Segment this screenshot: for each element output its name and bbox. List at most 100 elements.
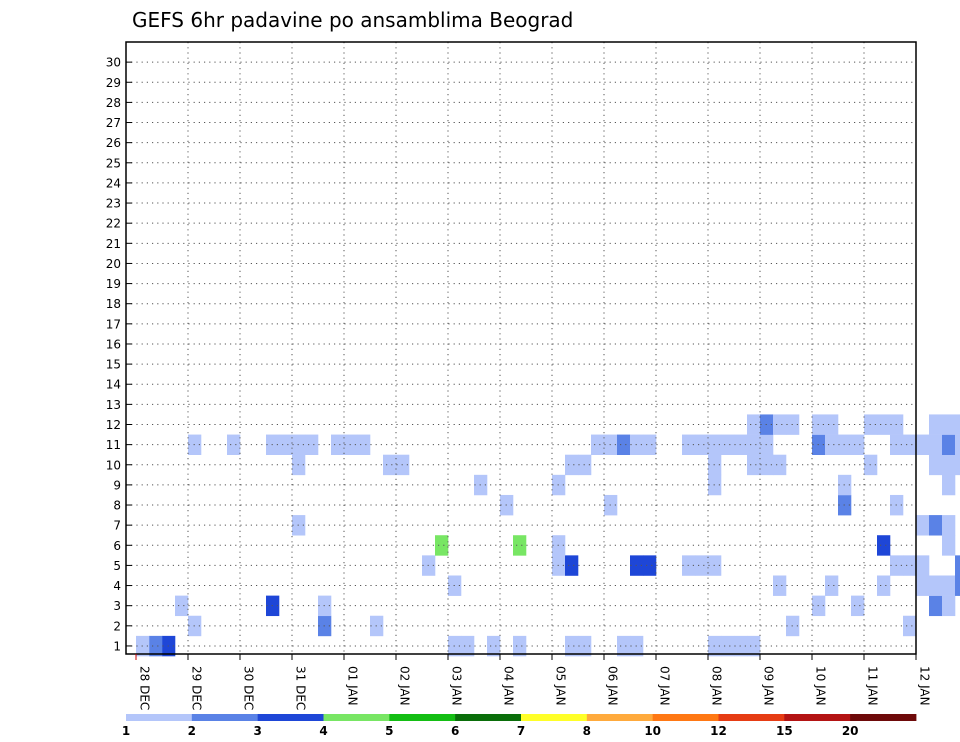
y-axis: 1234567891011121314151617181920212223242… <box>106 56 132 653</box>
heatmap-cell <box>825 575 839 596</box>
heatmap-cell <box>942 454 956 476</box>
heatmap-cell <box>643 434 657 455</box>
heatmap-cell <box>929 575 943 596</box>
legend-swatch <box>323 714 390 721</box>
y-tick-label: 19 <box>106 277 121 291</box>
legend-label: 2 <box>188 724 196 738</box>
y-tick-label: 25 <box>106 156 121 170</box>
x-tick-label: 12 JAN <box>918 666 932 706</box>
heatmap-cell <box>955 434 960 455</box>
heatmap-cell <box>565 555 579 576</box>
heatmap-cell <box>149 635 163 657</box>
heatmap-cell <box>747 434 761 455</box>
y-tick-label: 7 <box>113 519 121 533</box>
heatmap-cell <box>916 575 930 596</box>
x-tick-label: 30 DEC <box>242 666 256 710</box>
heatmap-cell <box>903 555 917 576</box>
heatmap-cell <box>305 434 319 455</box>
y-tick-label: 14 <box>106 378 121 392</box>
y-tick-label: 18 <box>106 297 121 311</box>
heatmap-cell <box>617 434 631 455</box>
heatmap-cell <box>435 535 449 556</box>
legend: 1 2 3 4 5 6 7 8 10 12 15 20 <box>122 714 917 738</box>
heatmap-cell <box>929 595 943 617</box>
heatmap-cell <box>513 635 527 657</box>
y-tick-label: 3 <box>113 599 121 613</box>
heatmap-cell <box>461 635 475 657</box>
legend-swatch <box>126 714 193 721</box>
plot-frame <box>125 41 917 655</box>
legend-label: 1 <box>122 724 130 738</box>
x-tick-label: 29 DEC <box>190 666 204 710</box>
legend-label: 6 <box>451 724 459 738</box>
heatmap-cell <box>383 454 397 476</box>
y-tick-label: 8 <box>113 499 121 513</box>
heatmap-cell <box>942 535 956 556</box>
y-tick-label: 11 <box>106 438 121 452</box>
y-tick-label: 30 <box>106 56 121 70</box>
y-tick-label: 10 <box>106 458 121 472</box>
y-tick-label: 22 <box>106 217 121 231</box>
heatmap-cell <box>916 434 930 455</box>
x-tick-label: 10 JAN <box>814 666 828 706</box>
y-tick-label: 27 <box>106 116 121 130</box>
legend-label: 10 <box>644 724 661 738</box>
heatmap-cell <box>929 515 943 536</box>
x-tick-label: 03 JAN <box>450 666 464 706</box>
legend-swatch <box>586 714 654 721</box>
heatmap-cell <box>955 414 960 435</box>
y-tick-label: 28 <box>106 96 121 110</box>
y-tick-label: 21 <box>106 237 121 251</box>
legend-swatch <box>652 714 719 721</box>
y-tick-label: 2 <box>113 619 121 633</box>
y-tick-label: 6 <box>113 539 121 553</box>
y-tick-label: 20 <box>106 257 121 271</box>
legend-swatch <box>718 714 785 721</box>
legend-label: 20 <box>842 724 859 738</box>
heatmap-cell <box>487 635 501 657</box>
x-tick-label: 07 JAN <box>658 666 672 706</box>
heatmap-cell <box>942 595 956 617</box>
heatmap-cell <box>747 635 761 657</box>
heatmap-cell <box>747 454 761 476</box>
heatmap-cell <box>565 454 579 476</box>
heatmap-cell <box>773 414 787 435</box>
legend-swatch <box>455 714 522 721</box>
y-tick-label: 16 <box>106 337 121 351</box>
y-tick-label: 17 <box>106 317 121 331</box>
legend-swatch <box>850 714 917 721</box>
y-tick-label: 4 <box>113 579 121 593</box>
y-tick-label: 26 <box>106 136 121 150</box>
x-tick-label: 08 JAN <box>710 666 724 706</box>
heatmap-cell <box>955 454 960 476</box>
x-tick-label: 31 DEC <box>294 666 308 710</box>
heatmap-cell <box>747 414 761 435</box>
heatmap-cell <box>773 454 787 476</box>
legend-swatch <box>389 714 456 721</box>
heatmap-cells <box>136 414 960 657</box>
heatmap-cell <box>929 454 943 476</box>
legend-swatch <box>257 714 324 721</box>
legend-label: 5 <box>385 724 393 738</box>
heatmap-cell <box>942 414 956 435</box>
heatmap-cell <box>227 434 241 455</box>
x-tick-label: 06 JAN <box>606 666 620 706</box>
heatmap-cell <box>903 615 917 637</box>
heatmap-cell <box>903 434 917 455</box>
x-tick-label: 28 DEC <box>138 666 152 710</box>
legend-swatch <box>784 714 851 721</box>
heatmap-cell <box>916 515 930 536</box>
heatmap-cell <box>773 575 787 596</box>
legend-label: 3 <box>253 724 261 738</box>
legend-label: 7 <box>517 724 525 738</box>
x-tick-label: 09 JAN <box>762 666 776 706</box>
heatmap-cell <box>825 414 839 435</box>
heatmap-cell <box>916 555 930 576</box>
heatmap-cell <box>942 434 956 455</box>
x-tick-label: 04 JAN <box>502 666 516 706</box>
y-tick-label: 5 <box>113 559 121 573</box>
y-tick-label: 23 <box>106 197 121 211</box>
y-tick-label: 1 <box>113 639 121 653</box>
heatmap-cell <box>565 635 579 657</box>
